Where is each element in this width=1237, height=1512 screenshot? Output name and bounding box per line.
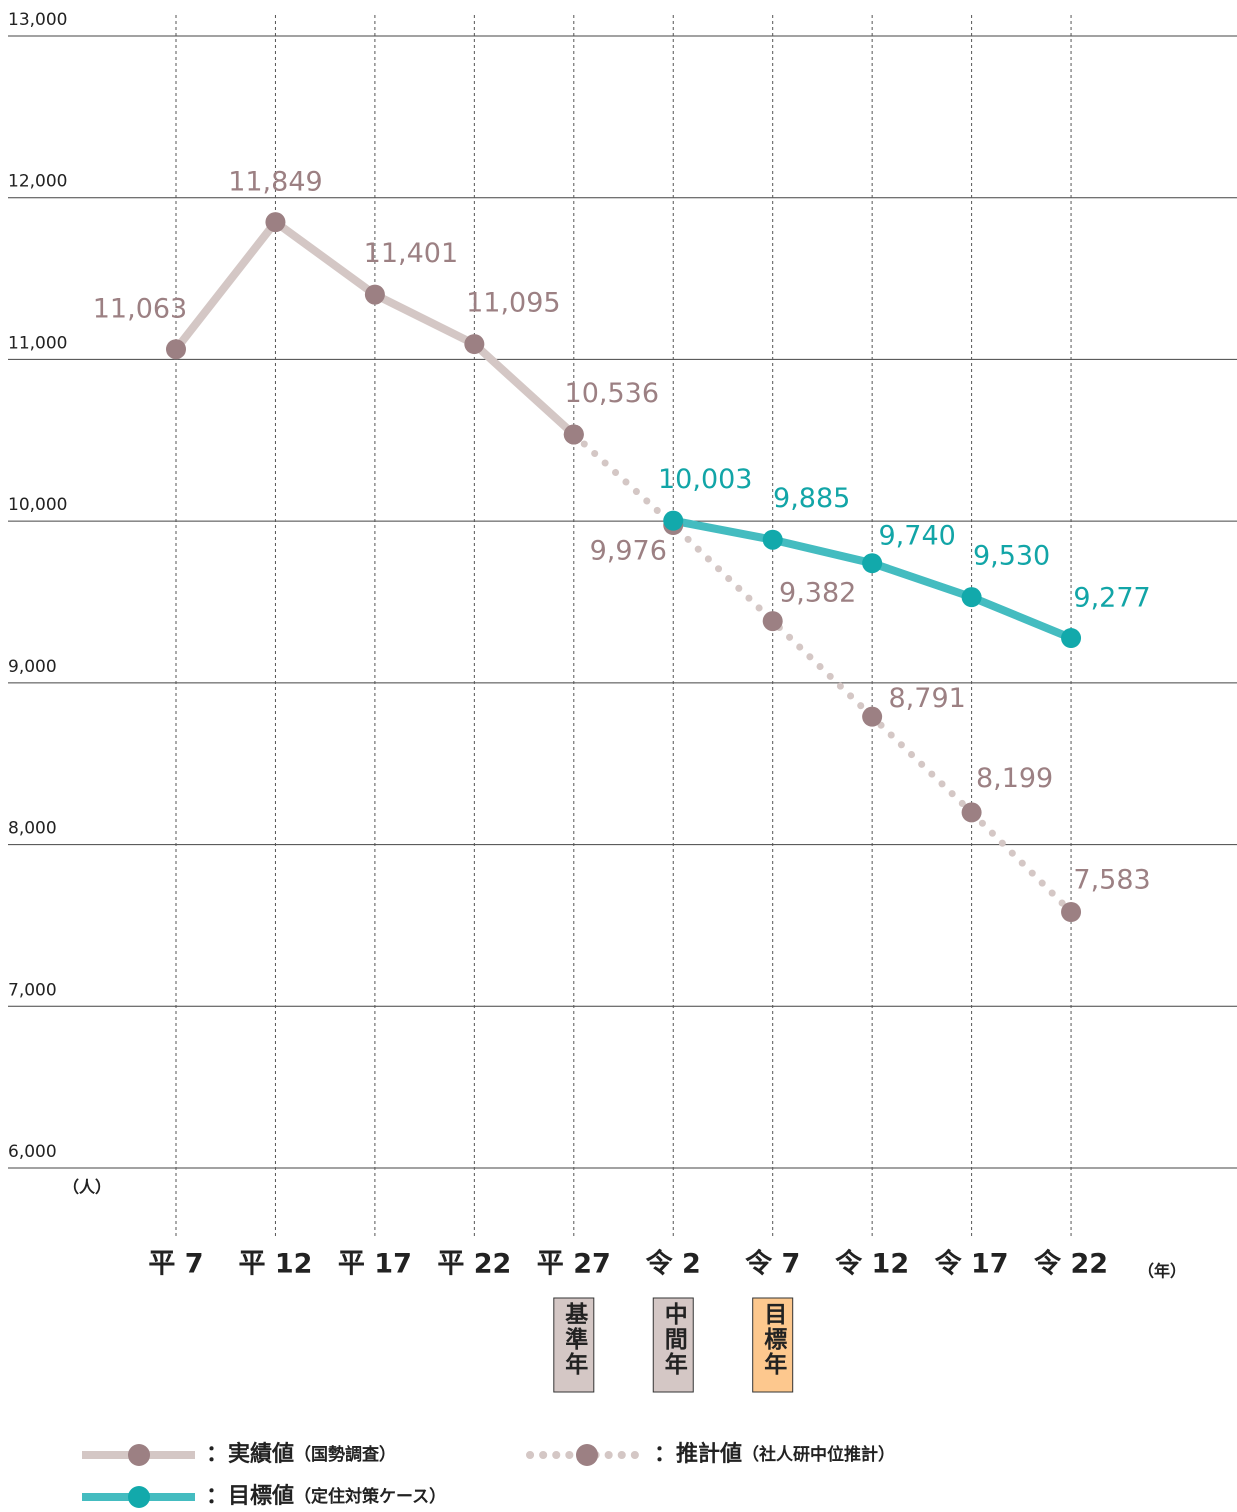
- data-point: [762, 611, 783, 632]
- legend-marker: [576, 1444, 598, 1466]
- data-label: 7,583: [1073, 865, 1150, 896]
- data-label: 11,401: [364, 238, 458, 269]
- badge-label: 基準年: [561, 1302, 589, 1377]
- data-label: 10,003: [658, 464, 752, 495]
- legend-name: 推計値: [676, 1441, 742, 1467]
- legend-label: ：推計値（社人研中位推計）: [654, 1441, 895, 1467]
- badge-box: [652, 1297, 694, 1393]
- x-tick-label: 平 17: [338, 1249, 412, 1280]
- x-tick-label: 令 22: [1034, 1248, 1108, 1280]
- y-tick-label: 7,000: [8, 980, 57, 1000]
- data-point: [862, 706, 883, 727]
- x-tick-label: 平 7: [148, 1249, 203, 1280]
- legend-label: ：目標値（定住対策ケース）: [206, 1484, 446, 1509]
- legend-separator: ：: [206, 1442, 228, 1467]
- badge-label: 目標年: [760, 1302, 788, 1377]
- data-label: 10,536: [565, 378, 659, 409]
- legend-marker: [128, 1486, 150, 1508]
- legend-name: 目標値: [228, 1484, 294, 1509]
- data-point: [762, 529, 783, 550]
- data-label: 11,063: [93, 294, 187, 325]
- data-label: 8,791: [889, 683, 966, 714]
- legend-marker: [128, 1444, 150, 1466]
- x-axis-unit: （年）: [1138, 1262, 1186, 1281]
- data-point: [364, 284, 385, 305]
- x-tick-label: 平 22: [437, 1249, 511, 1280]
- y-tick-label: 12,000: [8, 172, 67, 192]
- y-tick-label: 8,000: [8, 819, 57, 839]
- x-tick-label: 令 12: [835, 1248, 909, 1280]
- data-point: [166, 339, 186, 360]
- data-label: 9,976: [590, 536, 667, 567]
- x-tick-label: 平 27: [537, 1249, 611, 1280]
- badge-box: [752, 1297, 794, 1393]
- legend-separator: ：: [206, 1484, 228, 1509]
- data-label: 9,530: [973, 541, 1050, 572]
- series-line: [570, 430, 1075, 916]
- x-tick-label: 令 7: [745, 1248, 800, 1280]
- data-point: [663, 510, 684, 531]
- data-point: [862, 553, 883, 574]
- x-tick-label: 令 17: [935, 1248, 1009, 1280]
- legend-note: （社人研中位推計）: [742, 1444, 895, 1465]
- legend-note: （定住対策ケース）: [294, 1486, 446, 1507]
- legend-note: （国勢調査）: [294, 1444, 396, 1465]
- data-point: [1061, 628, 1082, 649]
- legend-separator: ：: [654, 1442, 676, 1467]
- data-label: 11,849: [228, 167, 322, 198]
- data-label: 9,277: [1073, 583, 1150, 614]
- data-point: [464, 334, 485, 355]
- legend-label: ：実績値（国勢調査）: [206, 1441, 396, 1467]
- y-tick-label: 13,000: [8, 10, 67, 30]
- data-point: [563, 424, 584, 445]
- badge-label: 中間年: [660, 1302, 688, 1377]
- data-label: 9,885: [773, 483, 850, 514]
- y-tick-label: 9,000: [8, 657, 57, 677]
- data-point: [961, 587, 982, 608]
- x-tick-label: 令 2: [646, 1248, 701, 1280]
- data-point: [265, 212, 286, 233]
- y-axis-unit: （人）: [63, 1178, 111, 1197]
- data-label: 9,382: [779, 578, 856, 609]
- data-label: 8,199: [976, 763, 1053, 794]
- data-label: 11,095: [466, 288, 560, 319]
- y-tick-label: 11,000: [8, 333, 67, 353]
- data-point: [961, 802, 982, 823]
- data-point: [1061, 902, 1082, 923]
- x-tick-label: 平 12: [238, 1249, 312, 1280]
- data-label: 9,740: [879, 521, 956, 552]
- y-tick-label: 10,000: [8, 495, 67, 515]
- y-tick-label: 6,000: [8, 1142, 57, 1162]
- badge-box: [553, 1297, 595, 1393]
- legend-name: 実績値: [228, 1441, 294, 1467]
